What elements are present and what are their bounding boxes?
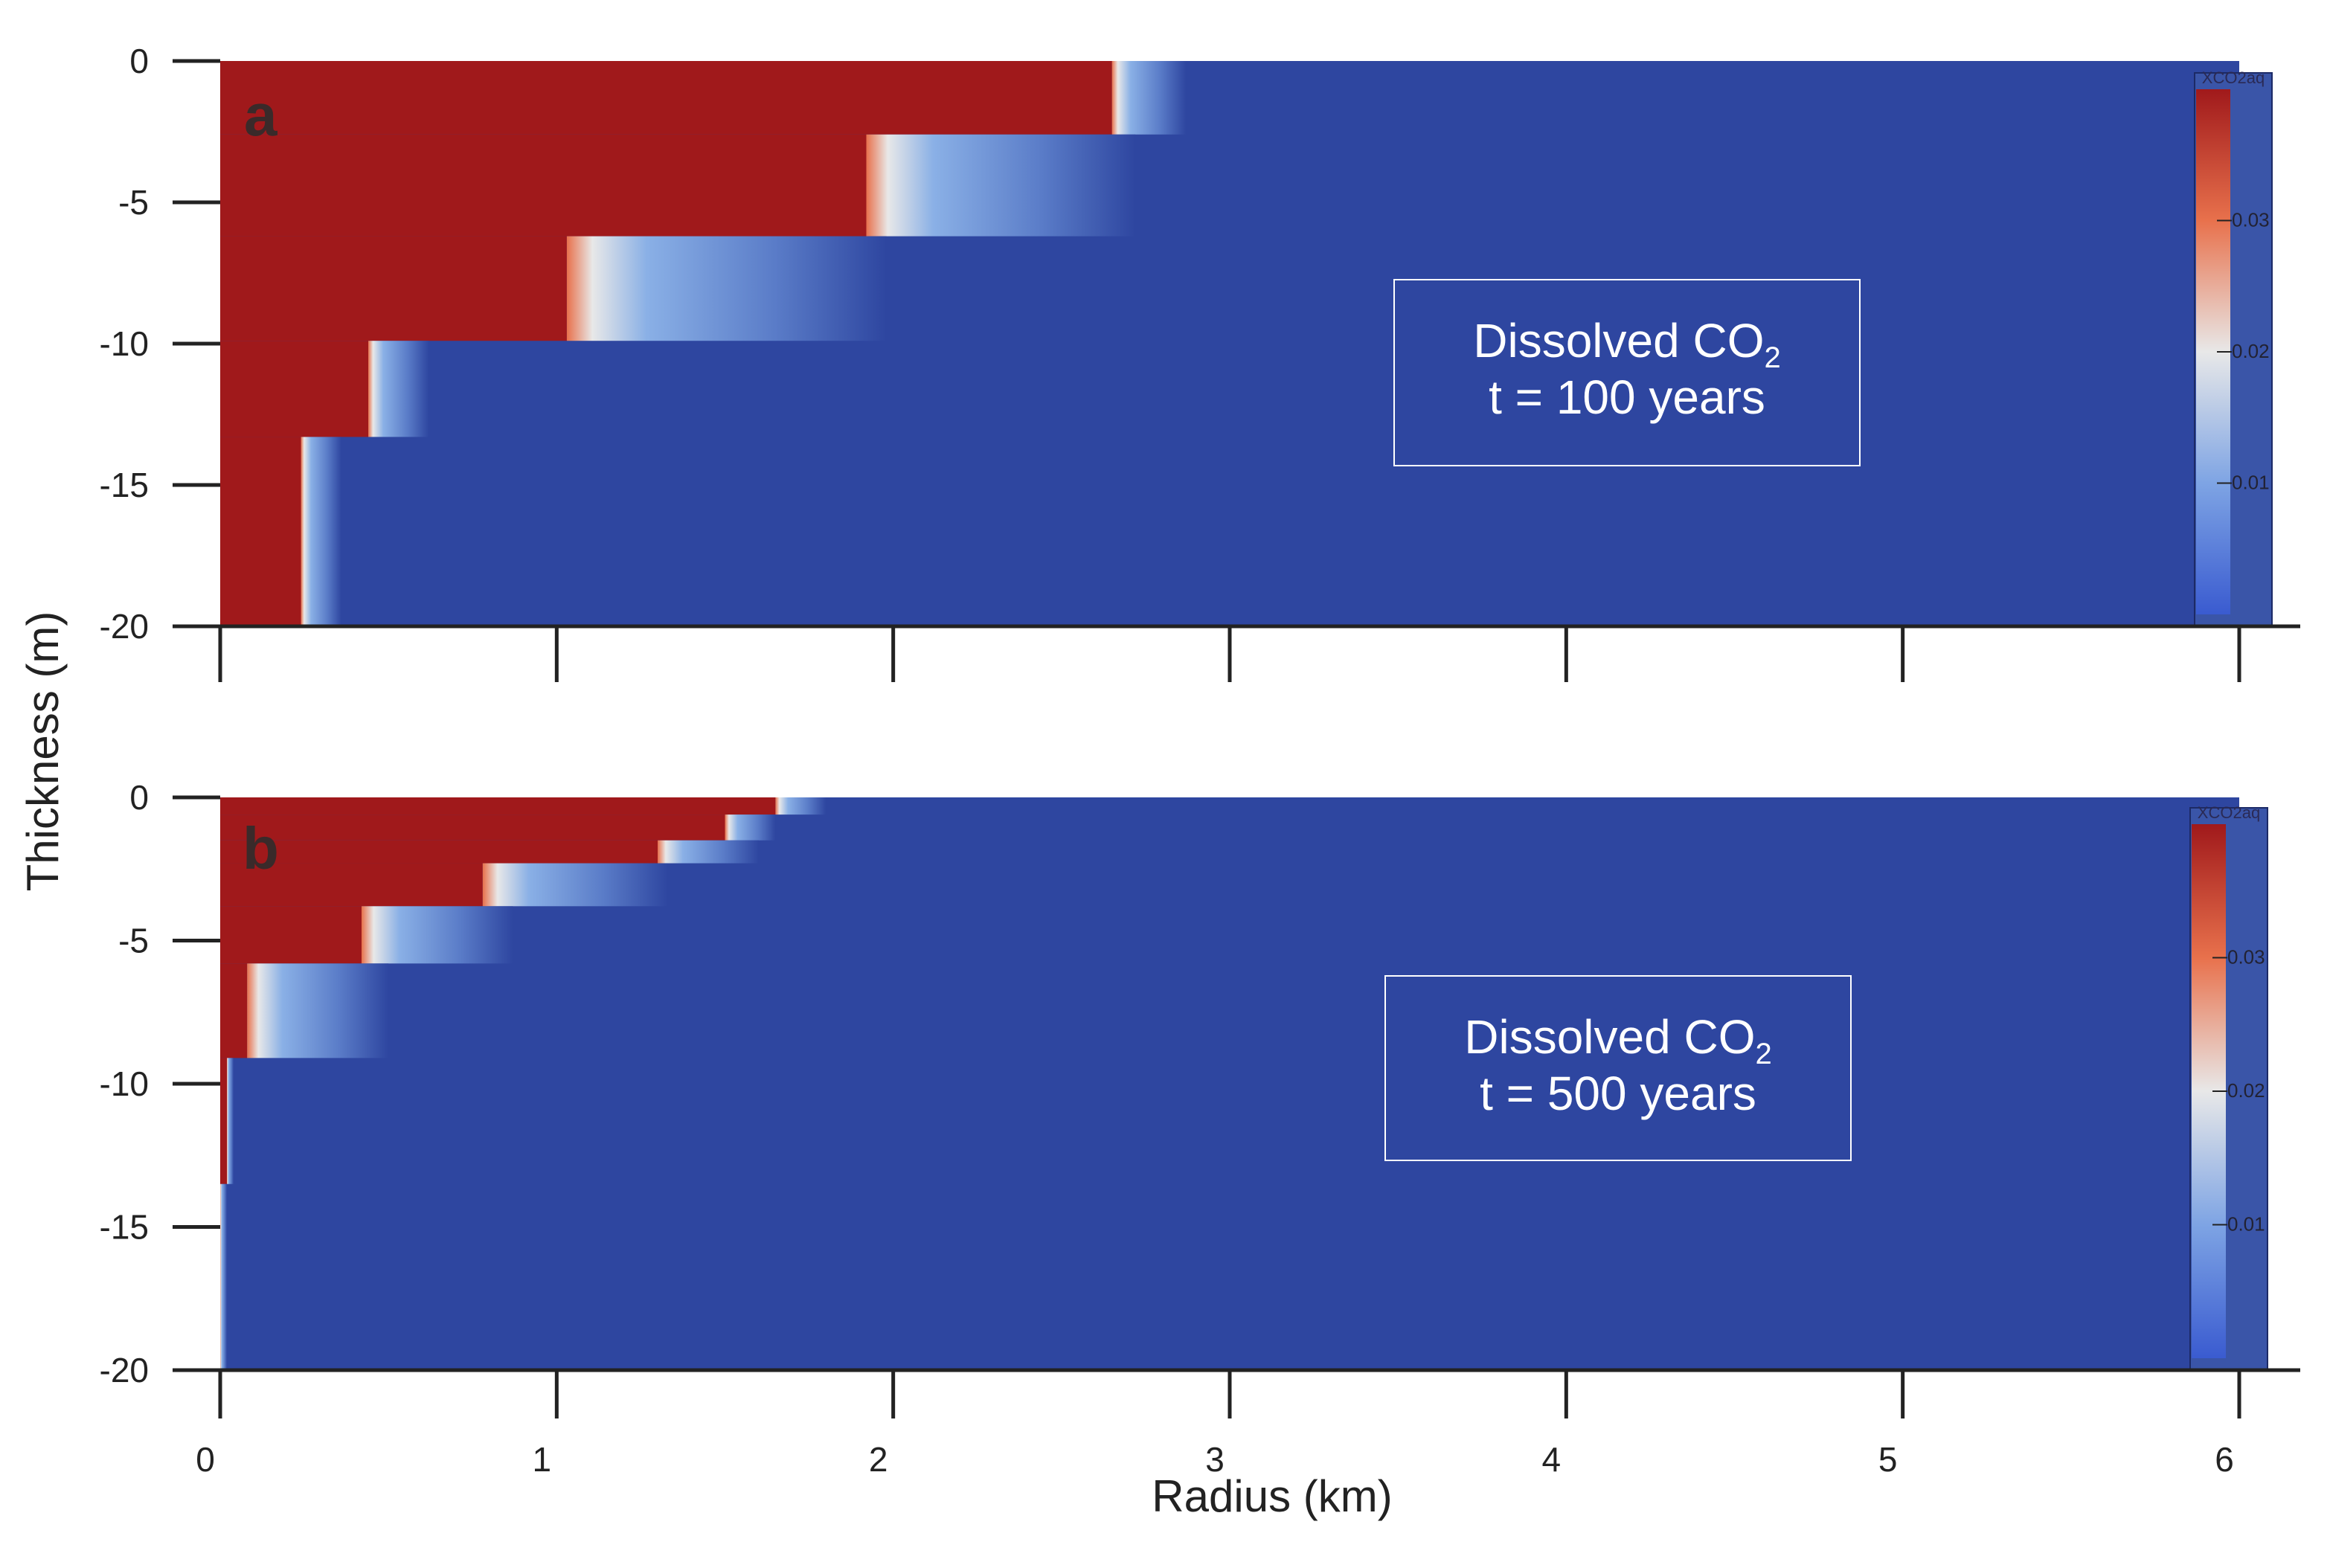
x-tick-label: 1 xyxy=(533,1440,552,1479)
annotation-time: t = 500 years xyxy=(1480,1067,1756,1120)
heatmap-red-cell xyxy=(220,61,1112,135)
heatmap-fade-cell xyxy=(220,1183,228,1370)
heatmap-red-cell xyxy=(220,863,483,907)
annotation-subscript: 2 xyxy=(1764,341,1780,374)
y-tick-label: -5 xyxy=(118,922,149,960)
y-tick-label: -20 xyxy=(100,607,149,646)
heatmap-red-cell xyxy=(220,963,248,1058)
y-tick-label: 0 xyxy=(129,778,149,817)
heatmap-fade-cell xyxy=(301,437,341,626)
heatmap-red-cell xyxy=(220,797,776,815)
heatmap-fade-cell xyxy=(227,1058,234,1184)
heatmap-red-cell xyxy=(220,906,362,964)
colorbar-tick-label: 0.01 xyxy=(2232,472,2270,494)
y-tick-label: -15 xyxy=(100,1208,149,1247)
annotation-box xyxy=(1393,279,1861,466)
colorbar-tick-label: 0.01 xyxy=(2227,1213,2265,1236)
y-tick-label: 0 xyxy=(129,42,149,80)
annotation-title: Dissolved CO2 xyxy=(1473,314,1780,374)
annotation-box xyxy=(1384,975,1852,1161)
y-tick-label: -20 xyxy=(100,1351,149,1389)
heatmap-red-cell xyxy=(220,840,658,864)
heatmap-red-cell xyxy=(220,437,301,626)
x-tick-label: 0 xyxy=(196,1440,215,1479)
heatmap-red-cell xyxy=(220,1058,228,1184)
colorbar-tick-label: 0.03 xyxy=(2227,946,2265,968)
x-tick-label: 5 xyxy=(1878,1440,1898,1479)
heatmap-fade-cell xyxy=(725,814,776,841)
y-tick-label: -10 xyxy=(100,1064,149,1103)
x-tick-label: 4 xyxy=(1542,1440,1562,1479)
x-axis-label: Radius (km) xyxy=(1152,1471,1392,1521)
heatmap-fade-cell xyxy=(361,906,513,964)
annotation-title: Dissolved CO2 xyxy=(1464,1010,1771,1070)
colorbar-tick-label: 0.02 xyxy=(2227,1079,2265,1102)
heatmap-fade-cell xyxy=(775,797,827,815)
annotation-time: t = 100 years xyxy=(1489,370,1765,424)
heatmap-red-cell xyxy=(220,134,867,237)
heatmap-red-cell xyxy=(220,341,369,437)
x-tick-label: 2 xyxy=(869,1440,888,1479)
y-tick-label: -10 xyxy=(100,324,149,363)
panel-label: a xyxy=(244,82,277,148)
colorbar-tick-label: 0.03 xyxy=(2232,209,2270,231)
heatmap-fade-cell xyxy=(1111,61,1187,135)
y-tick-label: -5 xyxy=(118,183,149,222)
heatmap-fade-cell xyxy=(866,134,1136,237)
heatmap-fade-cell xyxy=(566,236,887,341)
colorbar-title: XCO2aq xyxy=(2198,803,2260,822)
heatmap-fade-cell xyxy=(247,963,389,1058)
y-tick-label: -15 xyxy=(100,466,149,504)
panel-label: b xyxy=(243,815,279,881)
x-tick-label: 3 xyxy=(1205,1440,1225,1479)
heatmap-red-cell xyxy=(220,814,725,841)
heatmap-fade-cell xyxy=(368,341,429,437)
heatmap-fade-cell xyxy=(482,863,668,907)
y-axis-label: Thickness (m) xyxy=(18,611,68,892)
heatmap-fade-cell xyxy=(658,840,759,864)
x-tick-label: 6 xyxy=(2215,1440,2234,1479)
colorbar-title: XCO2aq xyxy=(2202,68,2265,87)
annotation-subscript: 2 xyxy=(1755,1038,1771,1070)
colorbar-tick-label: 0.02 xyxy=(2232,340,2270,362)
heatmap-red-cell xyxy=(220,236,567,341)
